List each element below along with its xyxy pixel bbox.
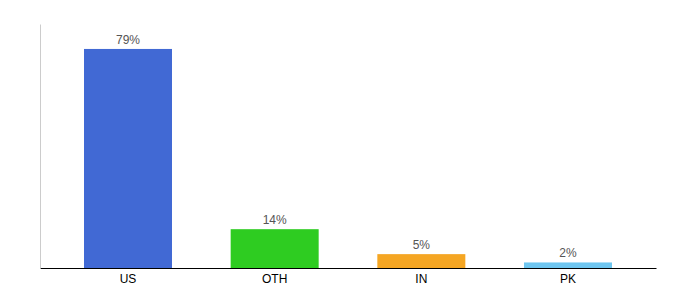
data-labels: 79% 14% 5% 2% (116, 33, 577, 260)
bar (524, 262, 612, 268)
x-tick: US (120, 272, 137, 286)
y-axis (40, 25, 41, 269)
x-axis: US OTH IN PK (41, 269, 657, 286)
chart: 79% 14% 5% 2% US OTH IN PK (0, 0, 680, 300)
data-label: 14% (263, 213, 287, 227)
y-axis-line (40, 25, 41, 269)
x-tick-label: OTH (262, 272, 287, 286)
bar (84, 49, 172, 268)
x-axis-line (41, 268, 657, 269)
data-label: 79% (116, 33, 140, 47)
x-tick-label: US (120, 272, 137, 286)
data-label: 5% (413, 238, 431, 252)
data-label: 2% (559, 246, 577, 260)
bars (84, 49, 612, 268)
x-tick: IN (415, 272, 427, 286)
bar (231, 229, 319, 268)
x-tick: OTH (262, 272, 287, 286)
x-tick-label: PK (560, 272, 576, 286)
x-tick-label: IN (415, 272, 427, 286)
bar (377, 254, 465, 268)
plot: 79% 14% 5% 2% US OTH IN PK (41, 25, 657, 286)
x-tick: PK (560, 272, 576, 286)
